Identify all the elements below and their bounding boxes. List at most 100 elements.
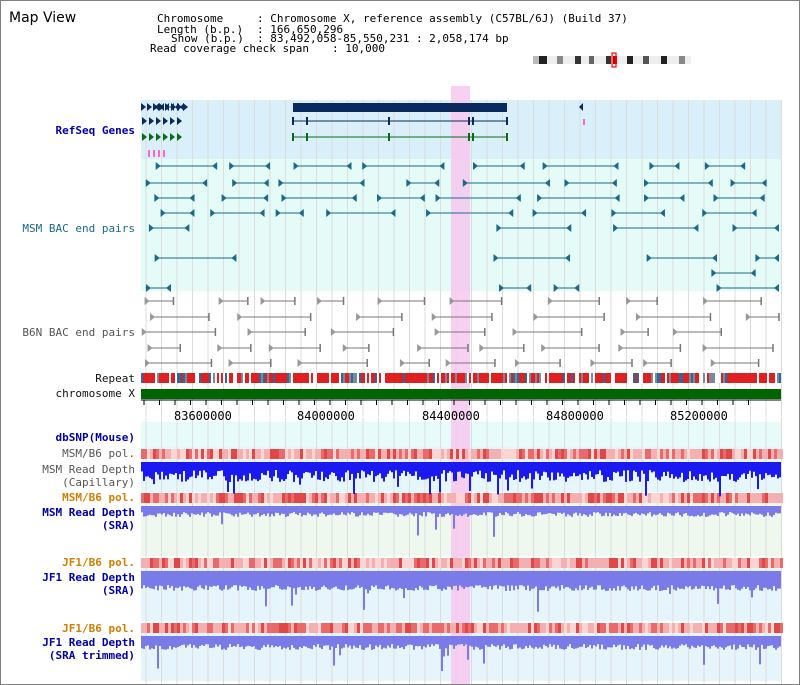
track-label-b6n-bac[interactable]: B6N BAC end pairs	[22, 326, 135, 339]
track-label-msm-pol-1[interactable]: MSM/B6 pol.	[62, 447, 135, 460]
jf1-trim-depth-bar	[223, 636, 225, 649]
jf1-trim-depth-bar	[633, 636, 635, 650]
msm-pol-strip-2	[327, 493, 330, 503]
jf1-pol-strip-1	[417, 558, 420, 568]
jf1-pol-strip-2	[555, 623, 558, 633]
msm-pol-strip-1	[387, 449, 390, 459]
jf1-trim-depth-bar	[613, 636, 615, 645]
track-label-jf1-depth-trim-1[interactable]: JF1 Read Depth	[42, 636, 135, 649]
msm-sra-depth-bar	[611, 506, 613, 517]
track-label-msm-depth-cap-1[interactable]: MSM Read Depth	[42, 463, 135, 476]
msm-sra-depth-bar	[775, 506, 777, 513]
msm-capillary-depth-bar	[725, 462, 727, 477]
msm-sra-depth-bar	[685, 506, 687, 513]
track-label-msm-bac[interactable]: MSM BAC end pairs	[22, 222, 135, 235]
repeat-segment	[199, 373, 201, 383]
jf1-sra-depth-bar	[197, 571, 199, 587]
msm-pol-strip-1	[588, 449, 591, 459]
jf1-sra-depth-bar	[683, 571, 685, 590]
axis-tick-label: 85200000	[670, 409, 728, 423]
jf1-trim-depth-bar	[635, 636, 637, 647]
jf1-pol-strip-1	[378, 558, 381, 568]
msm-pol-strip-2	[219, 493, 222, 503]
track-label-chromosome[interactable]: chromosome X	[55, 387, 135, 400]
jf1-sra-depth-bar	[265, 571, 267, 607]
jf1-pol-strip-1	[780, 558, 783, 568]
msm-sra-depth-bar	[635, 506, 637, 513]
jf1-trim-depth-bar	[539, 636, 541, 648]
track-label-repeat[interactable]: Repeat	[95, 372, 135, 385]
jf1-trim-depth-bar	[667, 636, 669, 649]
repeat-segment	[699, 373, 701, 383]
jf1-trim-depth-bar	[333, 636, 335, 666]
msm-pol-strip-2	[705, 493, 708, 503]
msm-capillary-depth-bar	[387, 462, 389, 474]
jf1-trim-depth-bar	[179, 636, 181, 647]
msm-pol-strip-2	[453, 493, 456, 503]
jf1-pol-strip-2	[339, 623, 342, 633]
msm-sra-depth-bar	[639, 506, 641, 516]
jf1-sra-depth-bar	[771, 571, 773, 591]
repeat-segment	[241, 373, 243, 383]
repeat-segment	[723, 373, 725, 383]
repeat-segment	[669, 373, 671, 383]
jf1-sra-depth-bar	[363, 571, 365, 610]
track-label-jf1-pol-2[interactable]: JF1/B6 pol.	[62, 622, 135, 635]
msm-pol-strip-1	[234, 449, 237, 459]
jf1-sra-depth-bar	[299, 571, 301, 587]
msm-sra-depth-bar	[305, 506, 307, 516]
jf1-trim-depth-bar	[761, 636, 763, 645]
msm-sra-depth-bar	[349, 506, 351, 515]
b6n-bac-end-marker	[479, 344, 485, 352]
msm-capillary-depth-bar	[749, 462, 751, 471]
msm-sra-depth-bar	[751, 506, 753, 513]
jf1-trim-depth-bar	[597, 636, 599, 645]
track-label-refseq[interactable]: RefSeq Genes	[55, 124, 135, 137]
track-label-jf1-depth-sra-1[interactable]: JF1 Read Depth	[42, 571, 135, 584]
msm-sra-depth-bar	[149, 506, 151, 515]
track-label-dbsnp[interactable]: dbSNP(Mouse)	[55, 431, 135, 444]
jf1-pol-strip-1	[546, 558, 549, 568]
msm-pol-strip-1	[192, 449, 195, 459]
jf1-pol-strip-2	[507, 623, 510, 633]
jf1-pol-strip-2	[360, 623, 363, 633]
jf1-sra-depth-bar	[659, 571, 661, 591]
msm-sra-depth-bar	[633, 506, 635, 514]
msm-pol-strip-1	[642, 449, 645, 459]
msm-bac-end-marker	[537, 194, 543, 202]
msm-sra-depth-bar	[457, 506, 459, 516]
msm-pol-strip-2	[720, 493, 723, 503]
repeat-segment	[589, 373, 591, 383]
msm-capillary-depth-bar	[591, 462, 593, 477]
jf1-sra-depth-bar	[323, 571, 325, 586]
track-label-msm-depth-sra-1[interactable]: MSM Read Depth	[42, 506, 135, 519]
jf1-sra-depth-bar	[715, 571, 717, 589]
show-label: Show (b.p.)	[171, 32, 244, 45]
msm-pol-strip-1	[453, 449, 456, 459]
msm-pol-strip-1	[504, 449, 507, 459]
msm-pol-strip-2	[282, 493, 285, 503]
repeat-segment	[421, 373, 423, 383]
repeat-segment	[211, 373, 213, 383]
repeat-segment	[223, 373, 225, 383]
track-label-msm-pol-2[interactable]: MSM/B6 pol.	[62, 491, 135, 504]
repeat-segment	[745, 373, 747, 383]
repeat-segment	[141, 373, 143, 383]
jf1-pol-strip-1	[297, 558, 300, 568]
msm-capillary-depth-bar	[353, 462, 355, 495]
jf1-pol-strip-2	[519, 623, 522, 633]
jf1-sra-depth-bar	[391, 571, 393, 588]
repeat-segment	[571, 373, 573, 383]
jf1-pol-strip-1	[282, 558, 285, 568]
jf1-sra-depth-bar	[437, 571, 439, 590]
jf1-pol-strip-1	[168, 558, 171, 568]
track-label-jf1-pol-1[interactable]: JF1/B6 pol.	[62, 556, 135, 569]
msm-capillary-depth-bar	[425, 462, 427, 480]
msm-sra-depth-bar	[233, 506, 235, 517]
jf1-pol-strip-1	[690, 558, 693, 568]
jf1-pol-strip-2	[288, 623, 291, 633]
msm-sra-depth-bar	[499, 506, 501, 513]
repeat-segment	[249, 373, 251, 383]
msm-capillary-depth-bar	[575, 462, 577, 477]
